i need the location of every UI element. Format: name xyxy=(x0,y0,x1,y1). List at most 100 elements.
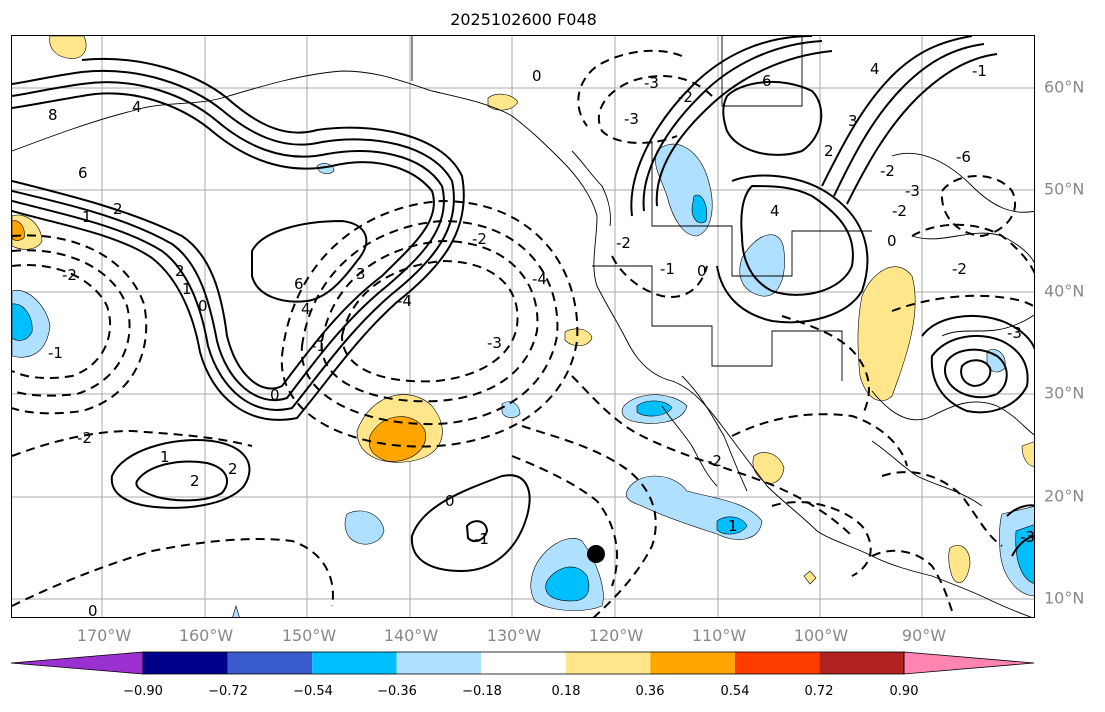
colorbar-tick-label: −0.72 xyxy=(208,684,248,699)
lon-label: 90°W xyxy=(901,626,947,645)
contour-label: 3 xyxy=(848,112,858,130)
lat-label: 60°N xyxy=(1044,77,1085,97)
contour-label: -3 xyxy=(1020,528,1035,546)
colorbar-segment xyxy=(819,652,904,674)
contour-label: 4 xyxy=(870,60,880,78)
contour-label: 2 xyxy=(175,262,185,280)
colorbar-segment xyxy=(227,652,313,674)
colorbar-extension-high xyxy=(903,651,1035,675)
contour-label: 0 xyxy=(198,297,208,315)
contour-label: 0 xyxy=(270,386,280,404)
negative-anomaly-area xyxy=(344,510,385,545)
colorbar-tick-label: −0.18 xyxy=(462,684,502,699)
lon-label: 140°W xyxy=(383,626,439,645)
colorbar-segment xyxy=(481,652,566,674)
colorbar-tick-label: 0.36 xyxy=(635,684,665,699)
negative-anomaly-core xyxy=(716,516,748,535)
contour-label: -3 xyxy=(624,110,639,128)
contour-label: -1 xyxy=(660,260,675,278)
colorbar-segment xyxy=(650,652,735,674)
colorbar-segments xyxy=(10,651,1035,675)
map-canvas: 8 4 6 2 1 2 1 0 -1 -2 -2 6 4 3 0 -2 -1 1… xyxy=(12,36,1035,618)
positive-anomaly-core xyxy=(368,416,426,462)
lat-label: 20°N xyxy=(1044,486,1085,506)
contour-label: -1 xyxy=(474,530,489,548)
negative-anomaly-core xyxy=(12,303,33,341)
map-title: 2025102600 F048 xyxy=(450,10,597,29)
contour-label: -2 xyxy=(707,452,722,470)
contour-labels: 8 4 6 2 1 2 1 0 -1 -2 -2 6 4 3 0 -2 -1 1… xyxy=(48,60,1035,618)
contour-label: 2 xyxy=(824,142,834,160)
lat-label: 10°N xyxy=(1044,588,1085,608)
contour-label: -1 xyxy=(48,344,63,362)
storm-position-marker xyxy=(587,545,605,563)
anomaly-fills xyxy=(12,36,1034,617)
lon-label: 120°W xyxy=(588,626,644,645)
positive-anomaly-area xyxy=(1021,441,1034,467)
positive-contours xyxy=(12,36,1034,573)
negative-anomaly-area xyxy=(739,234,785,297)
contour-label: 2 xyxy=(113,200,123,218)
colorbar-tick-label: 0.90 xyxy=(889,684,919,699)
contour-label: 0 xyxy=(445,492,455,510)
lat-label: 40°N xyxy=(1044,281,1085,301)
contour-label: 6 xyxy=(294,275,304,293)
contour-label: 1 xyxy=(82,208,92,226)
contour-label: 4 xyxy=(132,98,142,116)
lon-label: 130°W xyxy=(486,626,542,645)
contour-label: -3 xyxy=(1007,324,1022,342)
colorbar-tick-label: −0.36 xyxy=(377,684,417,699)
lat-label: 50°N xyxy=(1044,179,1085,199)
contour-label: -1 xyxy=(311,337,326,355)
positive-anomaly-area xyxy=(49,36,87,59)
lon-label: 160°W xyxy=(178,626,234,645)
contour-label: -6 xyxy=(956,148,971,166)
contour-label: 1 xyxy=(728,517,738,535)
colorbar-tick-label: 0.18 xyxy=(551,684,581,699)
contour-label: 3 xyxy=(356,265,366,283)
contour-label: -4 xyxy=(532,270,547,288)
contour-label: -2 xyxy=(678,88,693,106)
contour-label: -3 xyxy=(644,74,659,92)
negative-anomaly-core xyxy=(691,194,707,224)
colorbar-border xyxy=(142,651,905,675)
colorbar-tick-label: −0.90 xyxy=(123,684,163,699)
contour-label: 2 xyxy=(190,472,200,490)
positive-anomaly-area xyxy=(487,93,519,111)
contour-label: 6 xyxy=(762,72,772,90)
contour-label: -2 xyxy=(952,260,967,278)
negative-anomaly-core xyxy=(636,400,673,417)
contour-label: -2 xyxy=(62,266,77,284)
lon-label: 100°W xyxy=(793,626,849,645)
contour-label: 0 xyxy=(88,602,98,618)
colorbar-extension-low xyxy=(10,651,144,675)
contour-label: -4 xyxy=(397,292,412,310)
map-panel: 8 4 6 2 1 2 1 0 -1 -2 -2 6 4 3 0 -2 -1 1… xyxy=(11,35,1035,618)
negative-contours xyxy=(12,49,1034,617)
contour-label: -2 xyxy=(880,162,895,180)
lat-label: 30°N xyxy=(1044,383,1085,403)
contour-label: -3 xyxy=(487,334,502,352)
contour-label: 0 xyxy=(887,232,897,250)
negative-anomaly-area xyxy=(232,604,240,617)
contour-label: 2 xyxy=(228,460,238,478)
colorbar xyxy=(10,651,1035,675)
contour-label: 4 xyxy=(770,202,780,220)
negative-anomaly-core xyxy=(1015,524,1034,584)
lon-label: 150°W xyxy=(281,626,337,645)
colorbar-tick-label: 0.72 xyxy=(804,684,834,699)
colorbar-segment xyxy=(565,652,651,674)
negative-anomaly-core xyxy=(545,566,590,602)
contour-label: -1 xyxy=(972,62,987,80)
colorbar-tick-label: 0.54 xyxy=(720,684,750,699)
negative-anomaly-area xyxy=(501,401,521,418)
contour-label: 6 xyxy=(78,164,88,182)
contour-label: -2 xyxy=(472,230,487,248)
positive-anomaly-area xyxy=(948,544,971,584)
contour-label: 1 xyxy=(182,280,192,298)
lon-label: 170°W xyxy=(76,626,132,645)
positive-anomaly-area xyxy=(857,266,916,401)
contour-label: 0 xyxy=(697,262,707,280)
colorbar-segment xyxy=(312,652,397,674)
contour-label: 0 xyxy=(532,67,542,85)
